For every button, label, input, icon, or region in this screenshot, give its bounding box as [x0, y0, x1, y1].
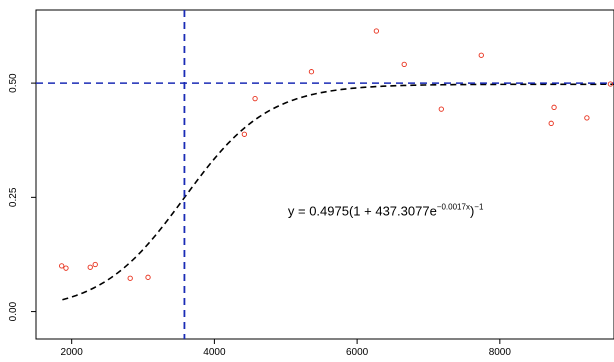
- data-point: [548, 120, 554, 126]
- data-point: [551, 104, 557, 110]
- data-point: [127, 275, 133, 281]
- data-point: [584, 115, 590, 121]
- data-point: [241, 131, 248, 137]
- data-point: [438, 106, 444, 112]
- y-tick-label: 0.25: [8, 187, 19, 207]
- plot-frame: [35, 9, 614, 340]
- data-point: [63, 265, 69, 271]
- x-tick-label: 4000: [203, 347, 226, 358]
- x-tick-label: 6000: [346, 347, 369, 358]
- data-point: [59, 263, 65, 269]
- data-point: [145, 274, 151, 280]
- axes: 2000 4000 6000 8000 0.00 0.25 0.50: [8, 73, 511, 358]
- fitted-curve: [62, 83, 614, 301]
- data-point: [373, 28, 380, 34]
- x-tick-label: 2000: [61, 347, 84, 358]
- data-point: [401, 61, 407, 68]
- y-tick-label: 0.00: [8, 301, 19, 321]
- data-points-layer: [59, 28, 614, 281]
- data-point: [478, 52, 484, 58]
- fitted-curve-layer: [62, 83, 614, 301]
- equation-rhs-exponent: −1: [474, 203, 484, 212]
- data-point: [607, 81, 614, 87]
- equation-rhs: ): [470, 204, 474, 219]
- y-tick-label: 0.50: [8, 73, 19, 93]
- data-point: [92, 261, 98, 268]
- equation-exponent: −0.0017x: [437, 203, 470, 212]
- data-point: [252, 95, 258, 102]
- equation-annotation: y = 0.4975(1 + 437.3077e−0.0017x)−1: [288, 203, 484, 219]
- data-point: [87, 264, 93, 270]
- equation-lhs: y = 0.4975(1 + 437.3077e: [288, 204, 437, 219]
- x-tick-label: 8000: [489, 347, 512, 358]
- reference-lines-layer: [36, 10, 614, 339]
- data-point: [308, 69, 315, 75]
